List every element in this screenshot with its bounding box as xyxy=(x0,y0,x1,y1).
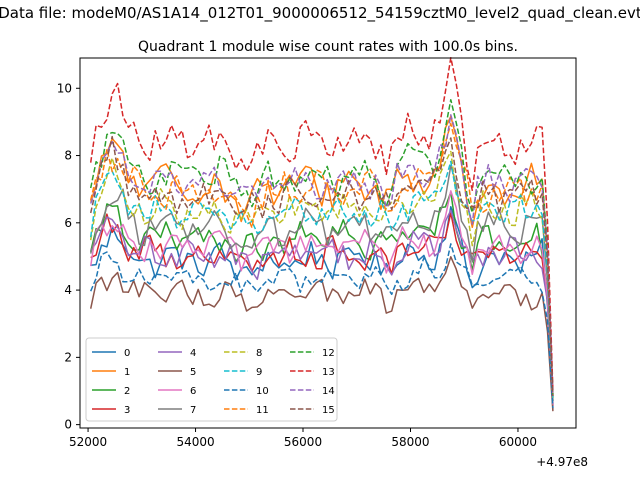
legend-label-2: 2 xyxy=(124,386,130,397)
series-line-12 xyxy=(89,99,554,395)
legend-label-1: 1 xyxy=(124,367,130,378)
legend-label-0: 0 xyxy=(124,348,130,359)
legend-label-5: 5 xyxy=(190,367,196,378)
series-line-14 xyxy=(89,114,554,395)
series-line-11 xyxy=(89,122,554,397)
series-line-5 xyxy=(89,256,554,412)
series-line-1 xyxy=(89,115,554,398)
axes-frame xyxy=(79,57,577,429)
series-line-10 xyxy=(90,243,554,408)
legend-label-14: 14 xyxy=(322,386,335,397)
y-tick-label: 0 xyxy=(64,418,72,432)
plot-area xyxy=(89,56,554,412)
y-axis: 0 2 4 6 8 10 xyxy=(57,81,80,432)
legend-label-7: 7 xyxy=(190,405,196,416)
x-tick-label: 60000 xyxy=(499,435,537,449)
chart-suptitle: Data file: modeM0/AS1A14_012T01_90000065… xyxy=(0,4,640,23)
series-line-15 xyxy=(89,135,554,397)
series-line-6 xyxy=(89,190,554,405)
y-tick-label: 6 xyxy=(64,216,72,230)
y-tick-label: 8 xyxy=(64,149,72,163)
x-tick-label: 52000 xyxy=(69,435,107,449)
y-tick-label: 4 xyxy=(64,283,72,297)
legend-label-9: 9 xyxy=(256,367,262,378)
x-tick-label: 54000 xyxy=(176,435,214,449)
x-axis: 52000 54000 56000 58000 60000 xyxy=(69,428,537,449)
legend-label-15: 15 xyxy=(322,405,335,416)
legend-label-12: 12 xyxy=(322,348,335,359)
legend-label-3: 3 xyxy=(124,405,130,416)
x-tick-label: 58000 xyxy=(391,435,429,449)
y-tick-label: 2 xyxy=(64,350,72,364)
series-line-13 xyxy=(89,56,554,392)
legend-label-6: 6 xyxy=(190,386,196,397)
series-line-8 xyxy=(89,150,554,398)
legend-label-10: 10 xyxy=(256,386,269,397)
y-tick-label: 10 xyxy=(57,81,72,95)
x-tick-label: 56000 xyxy=(284,435,322,449)
legend-label-4: 4 xyxy=(190,348,196,359)
series-line-9 xyxy=(89,160,554,398)
legend-label-8: 8 xyxy=(256,348,262,359)
legend-box xyxy=(85,337,338,422)
x-offset-label: +4.97e8 xyxy=(536,455,588,469)
chart-title: Quadrant 1 module wise count rates with … xyxy=(138,39,518,55)
legend-label-11: 11 xyxy=(256,405,269,416)
series-line-7 xyxy=(89,164,554,402)
legend-label-13: 13 xyxy=(322,367,335,378)
